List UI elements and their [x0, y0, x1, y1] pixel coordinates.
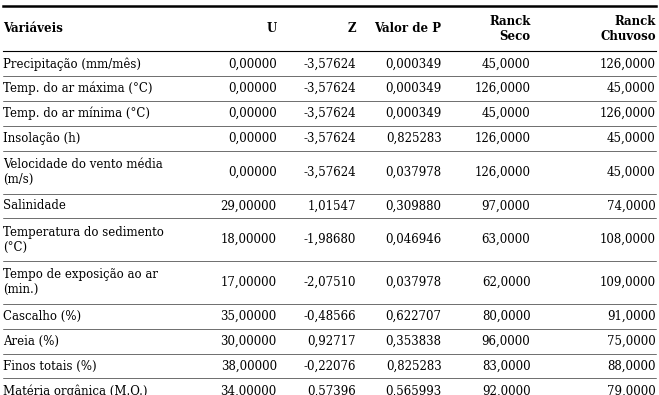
- Text: 91,0000: 91,0000: [607, 310, 656, 323]
- Text: 79,0000: 79,0000: [607, 384, 656, 395]
- Text: -2,07510: -2,07510: [303, 276, 356, 289]
- Text: 126,0000: 126,0000: [474, 132, 530, 145]
- Text: Matéria orgânica (M.O.): Matéria orgânica (M.O.): [3, 384, 148, 395]
- Text: 74,0000: 74,0000: [607, 199, 656, 213]
- Text: Temp. do ar máxima (°C): Temp. do ar máxima (°C): [3, 82, 153, 96]
- Text: Z: Z: [347, 22, 356, 35]
- Text: 88,0000: 88,0000: [607, 359, 656, 372]
- Text: 0,309880: 0,309880: [386, 199, 442, 213]
- Text: 0,00000: 0,00000: [228, 166, 277, 179]
- Text: 80,0000: 80,0000: [482, 310, 530, 323]
- Text: Valor de P: Valor de P: [374, 22, 442, 35]
- Text: Areia (%): Areia (%): [3, 335, 59, 348]
- Text: U: U: [266, 22, 277, 35]
- Text: Variáveis: Variáveis: [3, 22, 63, 35]
- Text: 75,0000: 75,0000: [607, 335, 656, 348]
- Text: -1,98680: -1,98680: [304, 233, 356, 246]
- Text: Finos totais (%): Finos totais (%): [3, 359, 97, 372]
- Text: 0,00000: 0,00000: [228, 132, 277, 145]
- Text: -3,57624: -3,57624: [303, 166, 356, 179]
- Text: 0,037978: 0,037978: [386, 166, 442, 179]
- Text: 18,00000: 18,00000: [221, 233, 277, 246]
- Text: 45,0000: 45,0000: [607, 82, 656, 95]
- Text: 0,825283: 0,825283: [386, 132, 442, 145]
- Text: 0,353838: 0,353838: [386, 335, 442, 348]
- Text: 0,000349: 0,000349: [386, 107, 442, 120]
- Text: 0,00000: 0,00000: [228, 82, 277, 95]
- Text: Precipitação (mm/mês): Precipitação (mm/mês): [3, 57, 141, 71]
- Text: 0,000349: 0,000349: [386, 57, 442, 70]
- Text: 0,565993: 0,565993: [386, 384, 442, 395]
- Text: -3,57624: -3,57624: [303, 107, 356, 120]
- Text: 38,00000: 38,00000: [221, 359, 277, 372]
- Text: 0,000349: 0,000349: [386, 82, 442, 95]
- Text: Insolação (h): Insolação (h): [3, 132, 80, 145]
- Text: 35,00000: 35,00000: [221, 310, 277, 323]
- Text: Tempo de exposição ao ar
(min.): Tempo de exposição ao ar (min.): [3, 269, 158, 296]
- Text: Ranck
Seco: Ranck Seco: [489, 15, 530, 43]
- Text: 126,0000: 126,0000: [474, 166, 530, 179]
- Text: 126,0000: 126,0000: [474, 82, 530, 95]
- Text: -0,48566: -0,48566: [303, 310, 356, 323]
- Text: 0,825283: 0,825283: [386, 359, 442, 372]
- Text: 0,92717: 0,92717: [307, 335, 356, 348]
- Text: 45,0000: 45,0000: [482, 57, 530, 70]
- Text: 96,0000: 96,0000: [482, 335, 530, 348]
- Text: Ranck
Chuvoso: Ranck Chuvoso: [600, 15, 656, 43]
- Text: -3,57624: -3,57624: [303, 57, 356, 70]
- Text: 0,00000: 0,00000: [228, 107, 277, 120]
- Text: 109,0000: 109,0000: [600, 276, 656, 289]
- Text: 34,00000: 34,00000: [221, 384, 277, 395]
- Text: -3,57624: -3,57624: [303, 82, 356, 95]
- Text: -3,57624: -3,57624: [303, 132, 356, 145]
- Text: -0,22076: -0,22076: [303, 359, 356, 372]
- Text: 92,0000: 92,0000: [482, 384, 530, 395]
- Text: 0,57396: 0,57396: [307, 384, 356, 395]
- Text: 0,00000: 0,00000: [228, 57, 277, 70]
- Text: 17,00000: 17,00000: [221, 276, 277, 289]
- Text: 0,046946: 0,046946: [386, 233, 442, 246]
- Text: 83,0000: 83,0000: [482, 359, 530, 372]
- Text: 108,0000: 108,0000: [600, 233, 656, 246]
- Text: 45,0000: 45,0000: [607, 166, 656, 179]
- Text: 45,0000: 45,0000: [607, 132, 656, 145]
- Text: 1,01547: 1,01547: [307, 199, 356, 213]
- Text: 30,00000: 30,00000: [221, 335, 277, 348]
- Text: 45,0000: 45,0000: [482, 107, 530, 120]
- Text: 63,0000: 63,0000: [482, 233, 530, 246]
- Text: 0,622707: 0,622707: [386, 310, 442, 323]
- Text: 62,0000: 62,0000: [482, 276, 530, 289]
- Text: 126,0000: 126,0000: [600, 107, 656, 120]
- Text: 29,00000: 29,00000: [221, 199, 277, 213]
- Text: 0,037978: 0,037978: [386, 276, 442, 289]
- Text: Temp. do ar mínima (°C): Temp. do ar mínima (°C): [3, 107, 150, 120]
- Text: Salinidade: Salinidade: [3, 199, 66, 213]
- Text: Cascalho (%): Cascalho (%): [3, 310, 82, 323]
- Text: 97,0000: 97,0000: [482, 199, 530, 213]
- Text: Velocidade do vento média
(m/s): Velocidade do vento média (m/s): [3, 158, 163, 186]
- Text: Temperatura do sedimento
(°C): Temperatura do sedimento (°C): [3, 226, 164, 254]
- Text: 126,0000: 126,0000: [600, 57, 656, 70]
